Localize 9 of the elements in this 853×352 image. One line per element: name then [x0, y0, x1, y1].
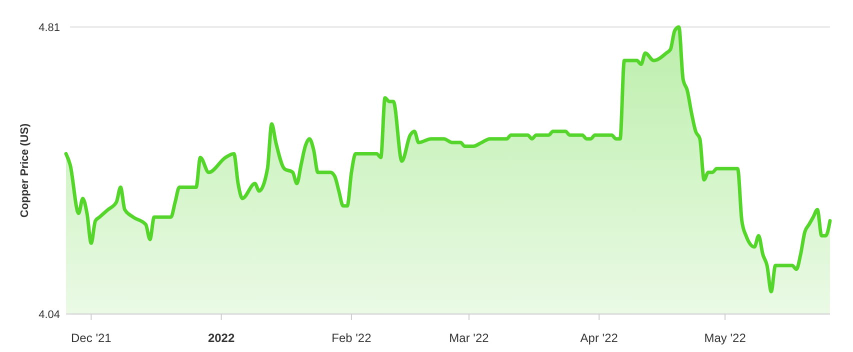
x-tick-label: Mar '22	[449, 331, 490, 345]
y-tick-label: 4.81	[38, 22, 60, 34]
x-tick-label: Dec '21	[71, 331, 112, 345]
y-tick-label: 4.04	[38, 308, 60, 321]
x-tick-label: Feb '22	[332, 331, 372, 345]
x-tick-label: 2022	[208, 331, 235, 345]
x-tick-label: Apr '22	[580, 331, 618, 345]
y-axis-title: Copper Price (US)	[19, 123, 31, 218]
x-tick-label: May '22	[704, 331, 746, 345]
